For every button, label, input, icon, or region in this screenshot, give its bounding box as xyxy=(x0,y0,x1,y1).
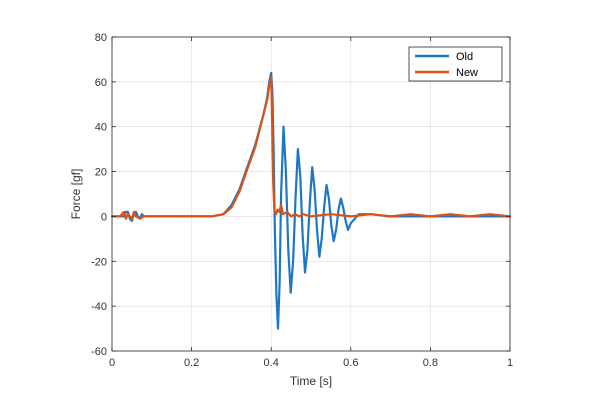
y-tick-label: -20 xyxy=(91,256,107,268)
legend-box xyxy=(408,46,503,82)
y-tick-label: 0 xyxy=(101,211,107,223)
series-line-old xyxy=(110,71,512,330)
axis-tick-labels: 0 0.2 0.4 0.6 0.8 1 -60 -40 -20 0 20 40 60 80 xyxy=(91,32,513,369)
x-tick-label: 0 xyxy=(109,357,115,369)
x-tick-label: 0.6 xyxy=(343,357,358,369)
legend: Old New xyxy=(408,46,503,82)
plot-frame xyxy=(111,36,511,352)
legend-label-new: New xyxy=(456,67,478,79)
series-line-new xyxy=(110,76,512,220)
x-tick-label: 1 xyxy=(507,357,513,369)
y-tick-label: 60 xyxy=(95,77,107,89)
x-tick-label: 0.8 xyxy=(423,357,438,369)
y-tick-label: 80 xyxy=(95,32,107,44)
y-tick-label: -60 xyxy=(91,346,107,358)
x-axis-title: Time [s] xyxy=(290,374,332,388)
legend-label-old: Old xyxy=(456,51,473,63)
series-layer xyxy=(110,71,512,330)
axis-ticks xyxy=(111,36,511,352)
y-tick-label: 40 xyxy=(95,122,107,134)
y-tick-label: -40 xyxy=(91,301,107,313)
x-tick-label: 0.4 xyxy=(264,357,279,369)
x-tick-label: 0.2 xyxy=(184,357,199,369)
y-axis-title: Force [gf] xyxy=(69,169,83,220)
y-tick-label: 20 xyxy=(95,167,107,179)
